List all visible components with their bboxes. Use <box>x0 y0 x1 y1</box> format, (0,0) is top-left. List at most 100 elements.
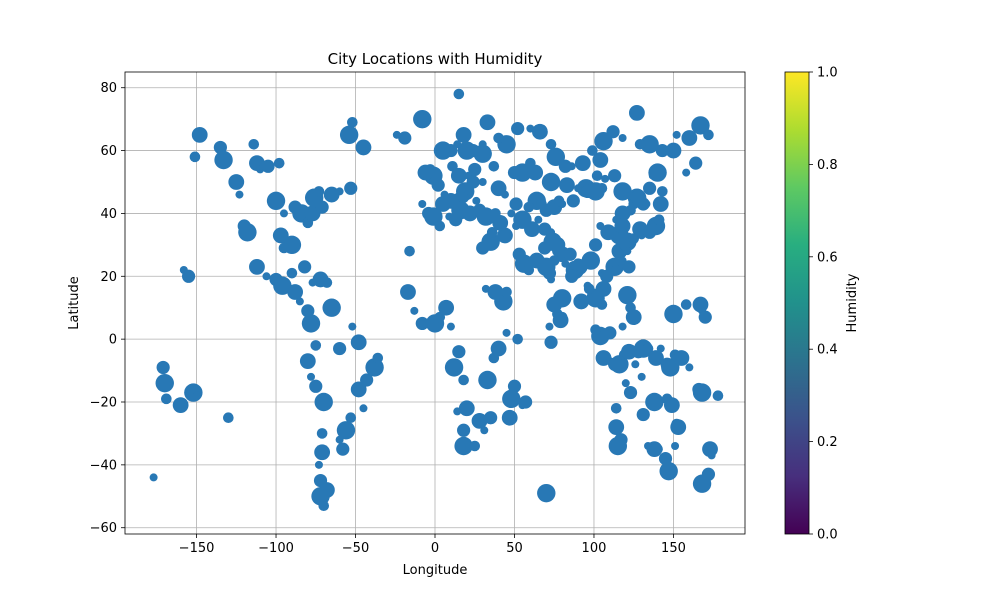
city-point <box>618 285 637 305</box>
x-tick-label: 100 <box>582 541 607 556</box>
city-point <box>184 383 203 402</box>
city-point <box>594 131 613 151</box>
city-point <box>512 333 523 345</box>
city-point <box>486 226 498 238</box>
city-point <box>469 440 481 452</box>
city-point <box>670 419 687 436</box>
city-point <box>698 310 712 324</box>
city-point <box>360 373 374 387</box>
city-point <box>595 280 612 297</box>
city-point <box>712 390 724 402</box>
city-point <box>278 242 290 254</box>
data-points <box>149 88 724 512</box>
city-point <box>453 88 465 100</box>
city-point <box>581 251 600 270</box>
city-point <box>613 182 632 201</box>
city-point <box>262 272 271 281</box>
city-point <box>298 260 312 274</box>
city-point <box>336 421 356 440</box>
city-point <box>318 500 330 512</box>
colorbar-tick-label: 1.0 <box>817 66 838 81</box>
city-point <box>707 451 716 460</box>
city-point <box>596 182 608 194</box>
city-point <box>587 145 598 156</box>
city-point <box>481 232 500 251</box>
city-point <box>161 393 172 405</box>
city-point <box>661 358 680 377</box>
city-point <box>372 352 384 364</box>
city-point <box>500 190 509 199</box>
city-point <box>501 409 518 426</box>
city-point <box>398 131 412 145</box>
city-point <box>181 269 196 283</box>
city-point <box>452 345 466 359</box>
city-point <box>478 370 497 390</box>
city-point <box>314 392 333 412</box>
city-point <box>235 190 244 199</box>
city-point <box>468 162 482 177</box>
city-point <box>156 360 170 375</box>
city-point <box>608 169 622 183</box>
city-point <box>492 214 509 231</box>
city-point <box>287 284 304 300</box>
city-point <box>350 381 367 398</box>
city-point <box>524 221 540 238</box>
city-point <box>630 189 647 206</box>
city-point <box>493 132 504 144</box>
city-point <box>238 223 257 242</box>
city-point <box>286 267 298 279</box>
city-point <box>610 264 622 276</box>
city-point <box>172 397 189 414</box>
y-tick-label: 40 <box>100 207 117 222</box>
city-point <box>313 186 325 197</box>
city-point <box>596 299 608 310</box>
city-point <box>301 314 321 333</box>
city-point <box>299 353 316 370</box>
city-point <box>473 144 492 163</box>
city-point <box>490 340 507 357</box>
city-point <box>625 309 642 326</box>
city-point <box>596 222 605 230</box>
city-point <box>556 311 568 323</box>
city-point <box>663 397 680 414</box>
city-point <box>318 482 335 498</box>
city-point <box>573 293 590 310</box>
city-point <box>316 428 328 439</box>
city-point <box>648 350 664 366</box>
x-axis-ticks: −150 −100 −50 0 50 100 150 <box>179 534 686 556</box>
city-point <box>312 271 329 288</box>
city-point <box>527 164 544 181</box>
x-tick-label: −150 <box>179 541 215 556</box>
city-point <box>458 400 475 417</box>
city-point <box>413 109 432 129</box>
city-point <box>248 138 260 150</box>
city-point <box>415 316 429 331</box>
x-tick-label: 50 <box>506 541 523 556</box>
city-point <box>658 451 673 466</box>
city-point <box>273 157 285 169</box>
city-point <box>339 125 359 145</box>
colorbar <box>784 71 810 535</box>
city-point <box>307 372 315 381</box>
city-point <box>623 385 638 400</box>
city-point <box>553 195 565 207</box>
city-point <box>214 150 233 170</box>
city-point <box>417 164 434 181</box>
city-point <box>689 156 703 170</box>
city-point <box>458 374 469 386</box>
city-point <box>192 391 201 400</box>
city-point <box>279 209 288 218</box>
city-point <box>659 461 678 481</box>
city-point <box>610 402 622 414</box>
city-point <box>434 220 446 232</box>
city-point <box>347 116 358 128</box>
y-tick-label: −60 <box>90 521 117 536</box>
colorbar-tick-label: 0.8 <box>817 158 838 173</box>
city-point <box>228 174 245 190</box>
city-point <box>314 444 331 461</box>
chart-title: City Locations with Humidity <box>328 50 543 68</box>
city-point <box>537 483 556 503</box>
city-point <box>644 442 653 450</box>
city-point <box>272 227 289 244</box>
